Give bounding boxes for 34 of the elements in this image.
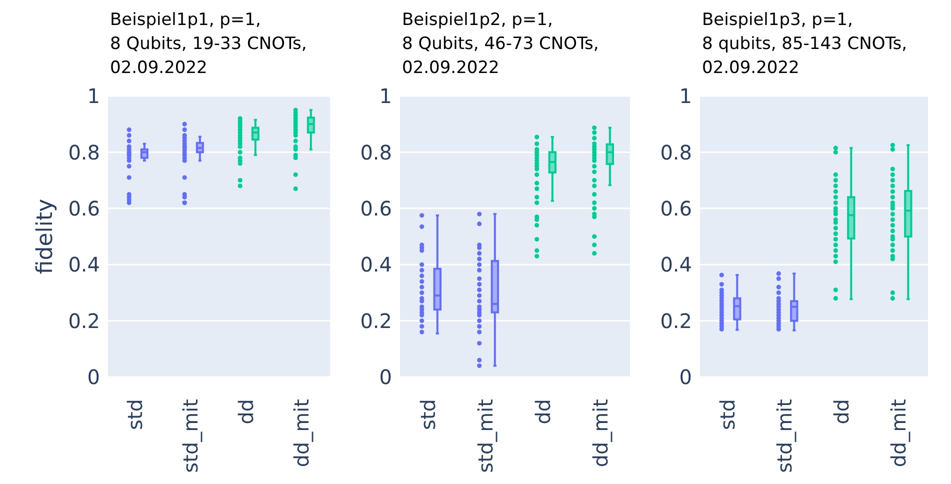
y-tick-label: 0 (379, 365, 392, 390)
y-tick-label: 0.6 (360, 196, 392, 220)
x-tick-label: dd (830, 399, 854, 424)
x-tick-label: std (716, 399, 740, 430)
x-tick-label: std_mit (473, 398, 498, 473)
y-tick-label: 0.2 (68, 308, 100, 333)
y-tick-label: 0.6 (68, 196, 100, 220)
y-tick-label: 0.8 (360, 140, 392, 164)
y-tick-label: 1 (679, 84, 692, 108)
y-tick-label: 0.4 (68, 252, 100, 277)
chart-title: Beispiel1p3, p=1, 8 qubits, 85-143 CNOTs, 02.09.2022 (701, 9, 908, 80)
chart-title: Beispiel1p1, p=1, 8 Qubits, 19-33 CNOTs, 02.09.2022 (109, 9, 308, 80)
x-tick-label: std (416, 399, 440, 430)
y-tick-label: 0.8 (68, 140, 100, 164)
y-tick-label: 0.2 (660, 308, 692, 333)
y-tick-label: 0.4 (360, 252, 392, 277)
x-tick-label: std (122, 399, 147, 430)
y-tick-label: 1 (379, 84, 392, 108)
x-tick-label: dd (530, 399, 555, 424)
y-tick-label: 1 (87, 84, 100, 108)
y-tick-label: 0.8 (660, 140, 692, 164)
x-tick-label: dd (234, 399, 258, 424)
y-tick-label: 0 (679, 365, 692, 390)
x-tick-label: dd_mit (588, 398, 612, 468)
x-tick-label: std_mit (772, 398, 796, 473)
y-tick-label: 0.4 (660, 252, 692, 277)
x-tick-label: std_mit (178, 398, 202, 473)
x-tick-label: dd_mit (886, 398, 910, 468)
y-axis-title: fidelity (32, 198, 58, 274)
chart-title: Beispiel1p2, p=1, 8 Qubits, 46-73 CNOTs, 02.09.2022 (401, 9, 600, 80)
y-tick-label: 0 (87, 365, 100, 390)
y-tick-label: 0.2 (360, 308, 392, 333)
y-tick-label: 0.6 (660, 196, 692, 220)
x-tick-label: dd_mit (289, 398, 314, 468)
